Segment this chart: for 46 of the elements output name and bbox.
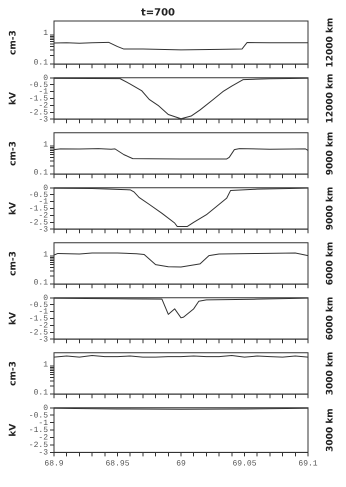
y-tick-label: -2 [38,434,48,443]
y-tick-label: -3 [38,115,48,124]
text: 3000 km [325,408,336,452]
text: 12000 km [325,74,336,124]
y-tick-label: 1 [43,250,48,260]
y-axis-title: cm-3 [8,251,19,276]
text: 6000 km [325,242,336,286]
y-tick-label: 0 [43,184,48,193]
y-tick-label: 0.1 [34,278,48,288]
y-tick-label: -3 [38,448,48,458]
y-tick-label: -3 [38,335,48,344]
y-axis-title: kV [8,424,19,437]
y-axis-title: kV [8,92,19,105]
y-axis-title: cm-3 [8,141,19,166]
y-tick-label: -2.5 [28,108,48,118]
y-tick-label: -0.5 [28,411,48,420]
y-axis-title: kV [8,312,19,325]
y-tick-label: 0.1 [34,168,48,178]
text: 3000 km [325,352,336,396]
y-tick-label: -2.5 [28,328,48,338]
x-tick-label: 69.05 [232,459,257,468]
x-tick-label: 69 [176,459,186,468]
text: 6000 km [325,296,336,340]
y-tick-label: 1 [43,140,48,150]
y-tick-label: 0.1 [34,388,48,398]
y-tick-label: 0 [43,74,48,83]
y-axis-title: cm-3 [8,361,19,386]
y-axis-title: cm-3 [8,30,19,55]
text: 9000 km [325,186,336,230]
text: 9000 km [325,132,336,176]
y-tick-label: -1 [38,418,48,428]
y-tick-label: 0 [43,294,48,303]
x-tick-label: 68.95 [105,459,130,468]
y-tick-label: 0 [43,404,48,413]
chart-title: t=700 [140,8,176,19]
text: 12000 km [325,18,336,68]
y-tick-label: 0.1 [34,58,48,68]
x-tick-label: 68.9 [44,459,64,468]
y-tick-label: -2.5 [28,218,48,228]
y-tick-label: 1 [43,360,48,370]
y-tick-label: -3 [38,225,48,234]
y-tick-label: -1.5 [28,426,48,436]
y-tick-label: 1 [43,29,48,38]
y-tick-label: -2.5 [28,441,48,450]
y-axis-title: kV [8,202,19,215]
x-tick-label: 69.1 [298,459,318,468]
